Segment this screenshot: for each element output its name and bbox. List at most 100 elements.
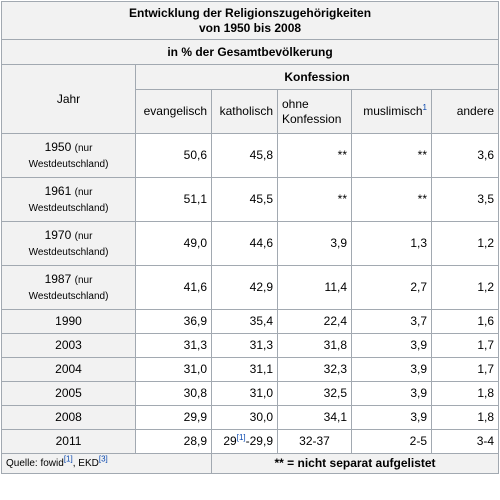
value-katholisch: 45,5 xyxy=(211,177,278,222)
value-ohne-konfession: ** xyxy=(277,133,352,178)
year-note: (nur Westdeutschland) xyxy=(28,230,109,258)
header-muslimisch: muslimisch1 xyxy=(351,89,432,134)
footnote-link-1[interactable]: 1 xyxy=(422,103,427,112)
table-row: 2004 31,0 31,1 32,3 3,9 1,7 xyxy=(1,357,500,382)
value-evangelisch: 36,9 xyxy=(135,309,212,334)
value-katholisch: 31,0 xyxy=(211,381,278,406)
year-cell: 2005 xyxy=(1,381,136,406)
value-katholisch-a: 29 xyxy=(223,434,237,448)
table-row: 2011 28,9 29[1]-29,9 32-37 2-5 3-4 xyxy=(1,429,500,454)
value-ohne-konfession: 32-37 xyxy=(277,429,352,454)
value-evangelisch: 31,3 xyxy=(135,333,212,358)
year-value: 1970 xyxy=(44,227,72,242)
header-katholisch: katholisch xyxy=(211,89,278,134)
value-andere: 3,5 xyxy=(430,177,500,222)
header-andere: andere xyxy=(430,89,500,134)
table-row: 1990 36,9 35,4 22,4 3,7 1,6 xyxy=(1,309,500,334)
year-cell: 1961 (nur Westdeutschland) xyxy=(1,177,136,222)
value-muslimisch: 2,7 xyxy=(351,265,432,310)
value-evangelisch: 29,9 xyxy=(135,405,212,430)
value-andere: 3-4 xyxy=(430,429,500,454)
value-ohne-konfession: 34,1 xyxy=(277,405,352,430)
value-katholisch: 31,3 xyxy=(211,333,278,358)
year-cell: 2003 xyxy=(1,333,136,358)
footnote-link-ref1[interactable]: [1] xyxy=(236,433,246,442)
table-row: 1987 (nur Westdeutschland) 41,6 42,9 11,… xyxy=(1,265,500,310)
value-andere: 1,2 xyxy=(430,265,500,310)
table-row: 1970 (nur Westdeutschland) 49,0 44,6 3,9… xyxy=(1,221,500,266)
value-evangelisch: 41,6 xyxy=(135,265,212,310)
value-katholisch: 44,6 xyxy=(211,221,278,266)
header-evangelisch: evangelisch xyxy=(135,89,212,134)
value-evangelisch: 50,6 xyxy=(135,133,212,178)
year-value: 1961 xyxy=(44,183,72,198)
header-muslimisch-label: muslimisch xyxy=(363,104,423,118)
value-katholisch: 30,0 xyxy=(211,405,278,430)
year-value: 1950 xyxy=(44,139,72,154)
year-note: (nur Westdeutschland) xyxy=(28,186,109,214)
value-evangelisch: 28,9 xyxy=(135,429,212,454)
value-muslimisch: 2-5 xyxy=(351,429,432,454)
title-line-1: Entwicklung der Religionszugehörigkeiten xyxy=(129,5,372,20)
header-jahr: Jahr xyxy=(1,64,136,134)
value-ohne-konfession: 22,4 xyxy=(277,309,352,334)
value-andere: 3,6 xyxy=(430,133,500,178)
year-cell: 1970 (nur Westdeutschland) xyxy=(1,221,136,266)
value-andere: 1,8 xyxy=(430,381,500,406)
table-row: 1961 (nur Westdeutschland) 51,1 45,5 ** … xyxy=(1,177,500,222)
value-ohne-konfession: ** xyxy=(277,177,352,222)
year-note: (nur Westdeutschland) xyxy=(28,142,109,170)
table-row: 1950 (nur Westdeutschland) 50,6 45,8 ** … xyxy=(1,133,500,178)
source-cell: Quelle: fowid[1], EKD[3] xyxy=(1,453,212,474)
value-katholisch: 45,8 xyxy=(211,133,278,178)
source-sep: , EKD xyxy=(72,458,99,469)
title-line-2: von 1950 bis 2008 xyxy=(198,20,302,35)
source-label: Quelle: fowid xyxy=(6,458,64,469)
source-ref-1[interactable]: [1] xyxy=(63,454,73,464)
value-muslimisch: ** xyxy=(351,177,432,222)
value-evangelisch: 49,0 xyxy=(135,221,212,266)
header-konfession: Konfession xyxy=(134,64,500,90)
year-note: (nur Westdeutschland) xyxy=(28,274,109,302)
value-muslimisch: 1,3 xyxy=(351,221,432,266)
table-row: 2005 30,8 31,0 32,5 3,9 1,8 xyxy=(1,381,500,406)
value-ohne-konfession: 32,5 xyxy=(277,381,352,406)
table-subtitle: in % der Gesamtbevölkerung xyxy=(0,39,500,65)
value-katholisch: 31,1 xyxy=(211,357,278,382)
religion-table: Entwicklung der Religionszugehörigkeiten… xyxy=(0,1,500,474)
value-andere: 1,7 xyxy=(430,357,500,382)
table-row: 2008 29,9 30,0 34,1 3,9 1,8 xyxy=(1,405,500,430)
year-cell: 1950 (nur Westdeutschland) xyxy=(1,133,136,178)
value-muslimisch: 3,9 xyxy=(351,405,432,430)
value-katholisch: 42,9 xyxy=(211,265,278,310)
value-ohne-konfession: 31,8 xyxy=(277,333,352,358)
value-andere: 1,8 xyxy=(430,405,500,430)
value-muslimisch: 3,9 xyxy=(351,357,432,382)
value-evangelisch: 30,8 xyxy=(135,381,212,406)
year-cell: 2004 xyxy=(1,357,136,382)
header-ohne-line2: Konfession xyxy=(282,111,342,126)
value-ohne-konfession: 32,3 xyxy=(277,357,352,382)
value-muslimisch: 3,7 xyxy=(351,309,432,334)
value-ohne-konfession: 11,4 xyxy=(277,265,352,310)
table-title: Entwicklung der Religionszugehörigkeiten… xyxy=(0,1,500,40)
value-muslimisch: 3,9 xyxy=(351,333,432,358)
value-katholisch: 35,4 xyxy=(211,309,278,334)
value-andere: 1,2 xyxy=(430,221,500,266)
value-evangelisch: 31,0 xyxy=(135,357,212,382)
value-katholisch: 29[1]-29,9 xyxy=(211,429,278,454)
table-footer-row: Quelle: fowid[1], EKD[3] ** = nicht sepa… xyxy=(1,453,500,474)
value-muslimisch: ** xyxy=(351,133,432,178)
value-andere: 1,6 xyxy=(430,309,500,334)
year-value: 1987 xyxy=(44,271,72,286)
value-andere: 1,7 xyxy=(430,333,500,358)
value-katholisch-b: -29,9 xyxy=(245,434,273,448)
value-evangelisch: 51,1 xyxy=(135,177,212,222)
source-ref-3[interactable]: [3] xyxy=(98,454,108,464)
year-cell: 1990 xyxy=(1,309,136,334)
year-cell: 1987 (nur Westdeutschland) xyxy=(1,265,136,310)
legend-note: ** = nicht separat aufgelistet xyxy=(210,453,500,474)
header-ohne-konfession: ohne Konfession xyxy=(277,89,352,134)
value-muslimisch: 3,9 xyxy=(351,381,432,406)
year-cell: 2008 xyxy=(1,405,136,430)
